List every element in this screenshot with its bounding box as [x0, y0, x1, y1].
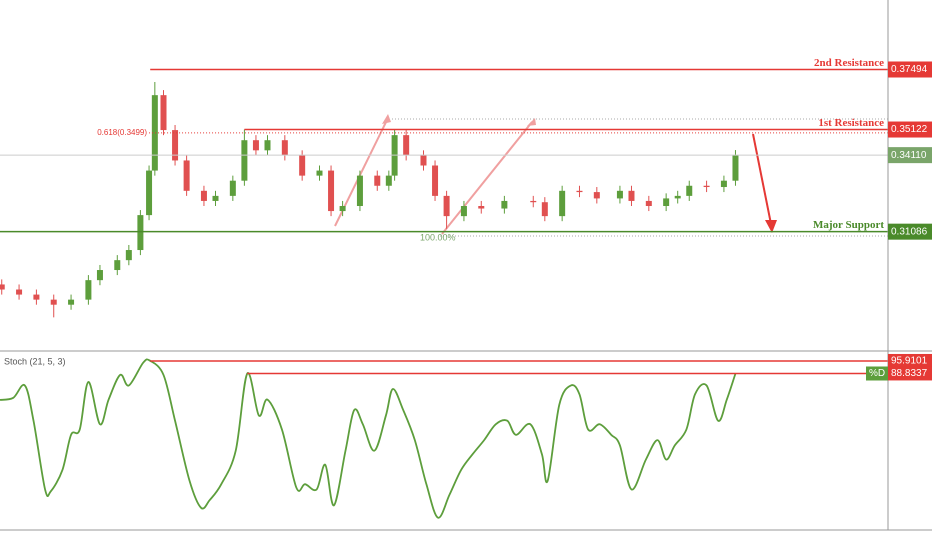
candle-body: [663, 198, 670, 207]
level-tag: [888, 223, 932, 240]
candle-body: [686, 185, 693, 196]
candle-body: [530, 200, 537, 203]
candle-body: [732, 155, 739, 181]
price-tag-label: 0.34110: [891, 150, 927, 161]
candle-body: [385, 175, 392, 186]
candle-body: [328, 170, 335, 212]
candle-body: [576, 190, 583, 193]
level-tag-label: 0.31086: [891, 226, 928, 237]
candle-body: [703, 185, 710, 188]
legend-tag: [866, 366, 888, 381]
candle-body: [645, 200, 652, 207]
level-tag-label: 0.37494: [891, 64, 928, 75]
candle-body: [403, 135, 410, 156]
candle-body: [443, 195, 450, 217]
level-tag: [888, 353, 932, 368]
candle-body: [501, 200, 508, 209]
level-tag-label: 95.9101: [891, 356, 928, 367]
level-label: 1st Resistance: [818, 117, 884, 129]
candle-body: [33, 294, 40, 300]
level-tag: [888, 366, 932, 381]
candle-body: [137, 215, 144, 251]
candle-body: [374, 175, 381, 186]
indicator-title: Stoch (21, 5, 3): [4, 356, 66, 366]
candle-body: [16, 289, 23, 295]
candle-body: [183, 160, 190, 191]
candle-body: [200, 190, 207, 201]
candle-body: [229, 180, 236, 196]
candle-body: [50, 299, 57, 305]
projection-arrow: [441, 121, 533, 235]
candle-body: [68, 299, 75, 305]
candle-body: [356, 175, 363, 207]
candle-body: [432, 165, 439, 196]
candle-body: [720, 180, 727, 188]
candle-body: [460, 206, 467, 217]
candle-body: [172, 130, 179, 161]
price-axis: [888, 0, 932, 550]
candle-body: [125, 250, 132, 261]
candle-body: [264, 140, 271, 151]
level-tag: [888, 61, 932, 78]
candle-body: [541, 202, 548, 217]
candle-body: [146, 170, 153, 216]
candle-body: [339, 206, 346, 212]
candle-body: [252, 140, 259, 151]
level-tag: [888, 121, 932, 138]
candle-body: [212, 195, 219, 201]
arrow-head: [765, 220, 777, 233]
target-arrow: [752, 133, 772, 225]
candle-body: [628, 190, 635, 201]
candle-body: [96, 270, 103, 281]
arrow-head: [382, 114, 391, 124]
candle-body: [241, 140, 248, 181]
fib-base-label: 100.00%: [420, 232, 456, 242]
candle-body: [281, 140, 288, 156]
labels: 0.618(0.3499) 0.34110 2nd Resistance 0.3749…: [97, 57, 932, 381]
level-tag-label: 0.35122: [891, 124, 928, 135]
candle-body: [85, 280, 92, 300]
arrow-head: [527, 118, 536, 126]
price-tag: [888, 147, 932, 164]
candle-body: [478, 206, 485, 209]
candle-body: [0, 284, 5, 290]
candle-body: [151, 95, 158, 171]
level-label: Major Support: [813, 219, 884, 231]
fib-label: 0.618(0.3499): [97, 128, 147, 137]
candle-body: [299, 155, 306, 176]
candle-body: [420, 155, 427, 166]
candle-body: [616, 190, 623, 199]
candle-body: [316, 170, 323, 176]
legend-label: %D: [869, 368, 885, 379]
level-label: 2nd Resistance: [814, 57, 884, 69]
candle-body: [593, 192, 600, 199]
candle-body: [114, 260, 121, 271]
candle-body: [160, 95, 167, 131]
candle-body: [674, 195, 681, 199]
level-tag-label: 88.8337: [891, 368, 928, 379]
marks: [0, 68, 888, 519]
stoch-line: [0, 358, 737, 519]
candle-body: [559, 190, 566, 217]
